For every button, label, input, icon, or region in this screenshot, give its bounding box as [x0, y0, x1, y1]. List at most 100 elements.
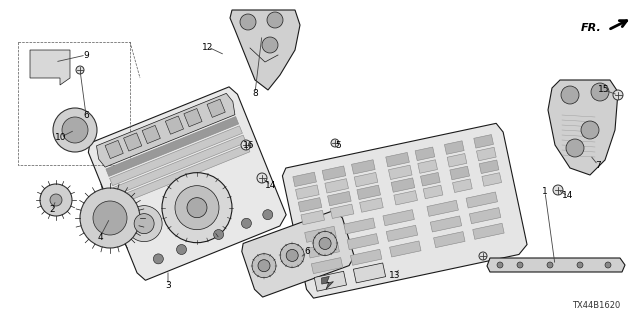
Polygon shape: [354, 172, 378, 187]
Text: 14: 14: [563, 191, 573, 201]
Polygon shape: [105, 140, 124, 159]
Circle shape: [561, 86, 579, 104]
Circle shape: [241, 218, 252, 228]
Circle shape: [53, 108, 97, 152]
Circle shape: [162, 173, 232, 243]
Polygon shape: [113, 135, 246, 195]
Circle shape: [93, 201, 127, 235]
Text: TX44B1620: TX44B1620: [572, 301, 620, 310]
Polygon shape: [473, 223, 504, 239]
Polygon shape: [109, 126, 243, 186]
Polygon shape: [184, 108, 202, 127]
Circle shape: [263, 210, 273, 220]
Text: 3: 3: [165, 281, 171, 290]
Polygon shape: [242, 210, 354, 297]
Circle shape: [177, 244, 186, 254]
Text: 5: 5: [335, 140, 341, 149]
Text: 7: 7: [595, 161, 601, 170]
Polygon shape: [282, 123, 527, 298]
Polygon shape: [466, 192, 497, 208]
Polygon shape: [387, 225, 418, 241]
Polygon shape: [487, 258, 625, 272]
Polygon shape: [418, 160, 438, 173]
Text: 10: 10: [55, 132, 67, 141]
Polygon shape: [311, 258, 343, 274]
Text: 9: 9: [83, 51, 89, 60]
Polygon shape: [351, 160, 375, 174]
Polygon shape: [117, 144, 250, 204]
Polygon shape: [347, 234, 378, 250]
Polygon shape: [308, 242, 339, 258]
Circle shape: [187, 198, 207, 218]
Polygon shape: [314, 271, 346, 291]
Circle shape: [76, 66, 84, 74]
Text: 15: 15: [598, 85, 610, 94]
Circle shape: [613, 90, 623, 100]
Circle shape: [313, 231, 337, 255]
Polygon shape: [415, 147, 435, 161]
Text: FR.: FR.: [581, 23, 602, 33]
Circle shape: [50, 194, 62, 206]
Circle shape: [126, 206, 162, 242]
Circle shape: [319, 237, 331, 250]
Polygon shape: [298, 198, 322, 212]
Polygon shape: [142, 125, 161, 144]
Polygon shape: [97, 93, 235, 167]
Polygon shape: [305, 226, 336, 242]
Text: 8: 8: [252, 89, 258, 98]
Polygon shape: [353, 263, 386, 283]
Circle shape: [547, 262, 553, 268]
Polygon shape: [469, 208, 501, 224]
Polygon shape: [420, 172, 440, 186]
Polygon shape: [124, 133, 142, 151]
Polygon shape: [106, 116, 239, 176]
Polygon shape: [423, 185, 443, 199]
Circle shape: [154, 254, 163, 264]
Circle shape: [40, 184, 72, 216]
Polygon shape: [88, 87, 286, 280]
Polygon shape: [328, 191, 351, 206]
Text: 12: 12: [202, 43, 214, 52]
Circle shape: [577, 262, 583, 268]
Text: 4: 4: [97, 233, 103, 242]
Polygon shape: [386, 152, 410, 167]
Polygon shape: [357, 185, 381, 199]
Circle shape: [331, 139, 339, 147]
Polygon shape: [394, 191, 417, 205]
Polygon shape: [477, 147, 496, 161]
Polygon shape: [434, 232, 465, 248]
Circle shape: [62, 117, 88, 143]
Circle shape: [566, 139, 584, 157]
Circle shape: [257, 173, 267, 183]
Polygon shape: [30, 50, 70, 85]
Circle shape: [267, 12, 283, 28]
Polygon shape: [482, 173, 502, 186]
Polygon shape: [450, 166, 470, 180]
Polygon shape: [447, 154, 467, 167]
Circle shape: [258, 260, 270, 272]
Polygon shape: [548, 80, 618, 175]
Circle shape: [175, 186, 219, 230]
Text: 6: 6: [304, 247, 310, 257]
Polygon shape: [321, 276, 333, 289]
Polygon shape: [230, 10, 300, 90]
Polygon shape: [344, 218, 375, 234]
Polygon shape: [452, 179, 472, 192]
Text: 6: 6: [83, 110, 89, 119]
Circle shape: [240, 14, 256, 30]
Circle shape: [497, 262, 503, 268]
Text: 1: 1: [542, 188, 548, 196]
Circle shape: [214, 229, 223, 240]
Polygon shape: [383, 210, 414, 226]
Text: 16: 16: [243, 140, 255, 149]
Polygon shape: [391, 178, 415, 192]
Text: 2: 2: [49, 205, 55, 214]
Circle shape: [286, 249, 298, 261]
Polygon shape: [474, 135, 493, 148]
Circle shape: [80, 188, 140, 248]
Polygon shape: [430, 216, 461, 232]
Circle shape: [252, 254, 276, 278]
Polygon shape: [293, 172, 316, 187]
Polygon shape: [444, 141, 464, 154]
Circle shape: [262, 37, 278, 53]
